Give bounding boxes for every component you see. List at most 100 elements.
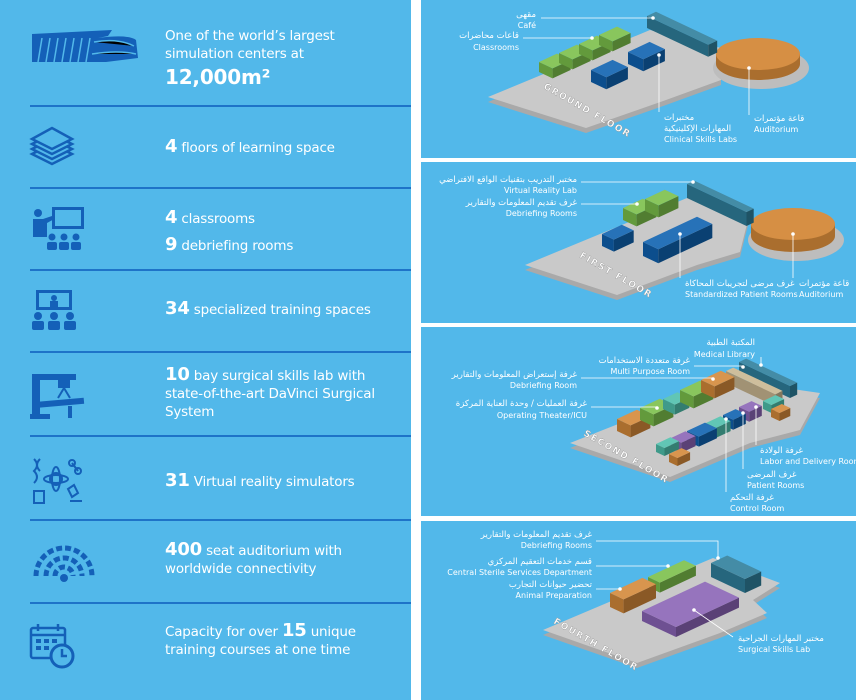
auditorium-label: Auditorium (799, 290, 843, 299)
debriefing-room-front (658, 196, 679, 218)
fact-7-text: 400 seat auditorium with worldwide conne… (165, 539, 342, 578)
sp-room (643, 216, 713, 264)
surgical-robot-icon (30, 374, 85, 419)
fact-4-text: 34 specialized training spaces (165, 298, 371, 319)
auditorium-label-ar: قاعة مؤتمرات (799, 279, 849, 289)
debriefing-room-label: Debriefing Room (510, 381, 577, 390)
sp-room-side (602, 234, 614, 252)
patient-room-front (681, 436, 696, 453)
debriefing-room-front (714, 377, 735, 399)
debriefing-label: Debriefing Rooms (521, 541, 592, 550)
multipurpose-label: Multi Purpose Room (610, 367, 690, 376)
auditorium-wifi-icon (33, 545, 95, 582)
clinical-lab-side (591, 70, 607, 90)
patient-room-front (698, 428, 717, 447)
auditorium-top (716, 38, 800, 70)
surgical-lab-label-ar: مختبر المهارات الجراحية (738, 634, 824, 644)
sp-room-top (643, 216, 713, 250)
cssd-label-ar: قسم خدمات التعقيم المركزي (488, 557, 592, 567)
classroom-side (599, 35, 613, 52)
vr-lab-label: Virtual Reality Lab (504, 186, 577, 195)
clinical-lab-front (606, 67, 628, 90)
sp-rooms-label-ar: غرف مرضى لتجريبات المحاكاة (685, 279, 795, 289)
debriefing-room-side (623, 208, 637, 227)
classroom (599, 26, 631, 52)
fact-3-text: 4 classrooms 9 debriefing rooms (165, 207, 294, 255)
cafe-side (647, 16, 709, 57)
debriefing-room-top (645, 189, 679, 206)
debriefing-room (701, 370, 735, 399)
divider (30, 105, 411, 107)
auditorium-label-ar: قاعة مؤتمرات (754, 114, 804, 124)
patient-rooms-label-ar: غرف المرضى (747, 470, 797, 480)
clinical-lab-top (628, 41, 665, 60)
fact-5-text: 10 bay surgical skills lab with state-of… (165, 364, 375, 421)
control-room-label: Control Room (730, 504, 784, 513)
room-side (663, 399, 675, 415)
debriefing-room-top (711, 555, 762, 579)
classroom-top (599, 26, 631, 42)
control-room-front (716, 421, 731, 438)
clinical-lab (591, 59, 628, 90)
divider (30, 435, 411, 437)
debriefing-room-side (680, 390, 694, 409)
vr-lab-top (687, 180, 754, 212)
training-audience-icon (32, 290, 76, 330)
building-icon (32, 30, 138, 63)
surgical-skills-lab (642, 581, 739, 637)
cafe-top (647, 11, 718, 45)
cssd-top (648, 560, 696, 583)
room-front (664, 441, 679, 456)
fact-6-text: 31 Virtual reality simulators (165, 470, 355, 491)
divider (30, 187, 411, 189)
cafe (647, 11, 718, 57)
multipurpose-room-side (726, 371, 776, 407)
auditorium-label: Auditorium (754, 125, 798, 134)
labor-room-front (749, 405, 762, 422)
classroom-side (539, 62, 553, 79)
vr-lab-label-ar: مختبر التدريب بتقنيات الواقع الافتراضي (439, 175, 577, 185)
fact-2-text: 4 floors of learning space (165, 136, 335, 157)
debriefing-room-top (701, 370, 735, 387)
labor-delivery-label: Labor and Delivery Room (760, 457, 856, 466)
debriefing-room-front (745, 571, 762, 593)
room (771, 403, 791, 421)
debriefing-room (645, 189, 679, 218)
medical-library-front (790, 382, 798, 398)
debriefing-label-ar: غرف تقديم المعلومات والتقارير (480, 530, 593, 540)
cafe-label-ar: مقهى (516, 10, 536, 20)
animal-preparation-top (610, 577, 656, 600)
fact-1-text: One of the world’s largest simulation ce… (165, 28, 335, 89)
or-icu-label-ar: غرفة العمليات / وحدة العناية المركزة (456, 399, 588, 409)
room (656, 437, 679, 456)
sp-room-side (643, 242, 659, 264)
divider (30, 602, 411, 604)
room-front (779, 407, 791, 421)
debriefing-room-label-ar: غرفة إستعراض المعلومات والتقارير (451, 370, 578, 380)
classrooms-label-ar: قاعات محاضرات (459, 31, 519, 41)
vr-lab-front (746, 208, 754, 226)
calendar-clock-icon (29, 624, 75, 669)
surgical-lab-label: Surgical Skills Lab (738, 645, 810, 654)
cafe-front (708, 40, 718, 57)
or-icu-side (617, 419, 631, 438)
surgical-skills-lab-front (676, 597, 739, 637)
auditorium-top (751, 208, 835, 240)
clinical-labs-label-ar: مختبرات (664, 113, 694, 123)
multipurpose-room-top (726, 367, 783, 395)
animal-prep-label-ar: تحضير حيوانات التجارب (509, 580, 593, 590)
fourth-floor-plan: FOURTH FLOOR غرف تقديم المعلومات والتقار… (421, 521, 856, 700)
floor-plans-panel: GROUND FLOOR مقهى Café قاعات محاضرات Cla… (421, 0, 856, 700)
classroom-icon (33, 207, 84, 250)
clinical-labs-label: Clinical Skills Labs (664, 135, 737, 144)
classroom-front (612, 33, 631, 52)
debriefing-room (711, 555, 762, 593)
debriefing-label: Debriefing Rooms (506, 209, 577, 218)
room-top (669, 448, 691, 458)
patient-room-top (723, 409, 746, 420)
labor-room-top (739, 401, 762, 412)
surgical-skills-lab-top (642, 581, 739, 627)
library-label-ar: المكتبة الطبية (706, 338, 755, 348)
debriefing-room-side (645, 199, 659, 218)
room-top (656, 437, 679, 448)
